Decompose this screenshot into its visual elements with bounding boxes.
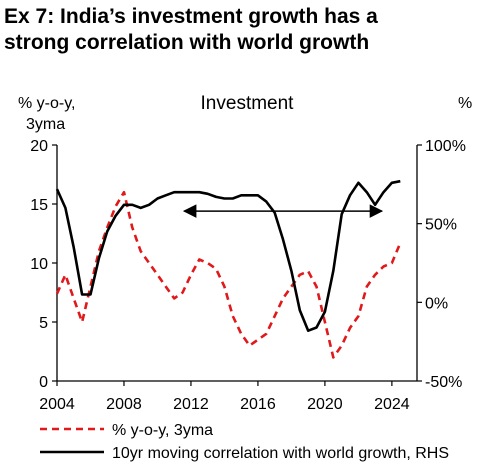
legend-label-yoy: % y-o-y, 3yma [112,422,213,439]
x-tick-label: 2004 [39,396,75,413]
left-tick-label: 15 [30,197,48,214]
series-line-yoy [55,190,402,359]
left-axis-ticks: 0 5 10 15 20 [30,138,57,391]
left-tick-label: 10 [30,256,48,273]
right-tick-label: 0% [425,295,448,312]
left-axis-label-line-2: 3yma [26,116,65,133]
legend-label-correlation: 10yr moving correlation with world growt… [112,445,449,462]
x-tick-label: 2020 [307,396,343,413]
series-layer [55,179,402,359]
left-tick-label: 5 [39,315,48,332]
left-tick-label: 20 [30,138,48,155]
chart-title-line-1: Ex 7: India’s investment growth has a [4,5,378,28]
left-tick-label: 0 [39,374,48,391]
x-tick-label: 2024 [374,396,410,413]
x-tick-label: 2012 [173,396,209,413]
right-tick-label: -50% [425,374,462,391]
x-tick-label: 2008 [106,396,142,413]
x-axis-ticks: 2004 2008 2012 2016 2020 2024 [39,381,410,413]
right-tick-label: 50% [425,217,457,234]
right-axis-label: % [458,95,472,112]
right-axis-ticks: -50% 0% 50% 100% [417,138,466,391]
chart-title: Ex 7: India’s investment growth has a st… [4,4,482,56]
chart-title-line-2: strong correlation with world growth [4,31,370,54]
x-tick-label: 2016 [240,396,276,413]
right-tick-label: 100% [425,138,466,155]
panel-title: Investment [201,93,295,114]
series-line-correlation [55,179,401,333]
left-axis-label-line-1: % y-o-y, [18,95,75,112]
